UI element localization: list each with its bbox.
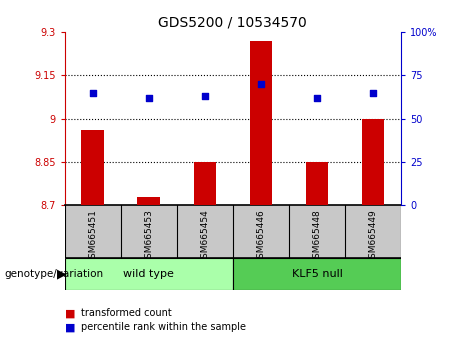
- Text: GSM665448: GSM665448: [313, 210, 321, 264]
- Text: percentile rank within the sample: percentile rank within the sample: [81, 322, 246, 332]
- Bar: [306, 162, 328, 205]
- Text: GSM665449: GSM665449: [368, 210, 378, 264]
- Point: [145, 95, 152, 101]
- Bar: [65, 258, 233, 290]
- Bar: [250, 41, 272, 205]
- Text: genotype/variation: genotype/variation: [5, 269, 104, 279]
- Bar: [82, 130, 104, 205]
- Text: ■: ■: [65, 308, 75, 318]
- Bar: [233, 258, 401, 290]
- Text: GSM665451: GSM665451: [88, 210, 97, 264]
- Text: ▶: ▶: [57, 268, 66, 281]
- Bar: [362, 119, 384, 205]
- Text: GSM665454: GSM665454: [200, 210, 209, 264]
- Title: GDS5200 / 10534570: GDS5200 / 10534570: [159, 15, 307, 29]
- Text: wild type: wild type: [123, 269, 174, 279]
- Text: transformed count: transformed count: [81, 308, 171, 318]
- Point: [201, 93, 208, 99]
- Point: [257, 81, 265, 87]
- Point: [89, 90, 96, 96]
- Text: ■: ■: [65, 322, 75, 332]
- Point: [369, 90, 377, 96]
- Point: [313, 95, 321, 101]
- Text: GSM665446: GSM665446: [256, 210, 266, 264]
- Text: KLF5 null: KLF5 null: [291, 269, 343, 279]
- Text: GSM665453: GSM665453: [144, 210, 153, 264]
- Bar: [194, 162, 216, 205]
- Bar: [137, 196, 160, 205]
